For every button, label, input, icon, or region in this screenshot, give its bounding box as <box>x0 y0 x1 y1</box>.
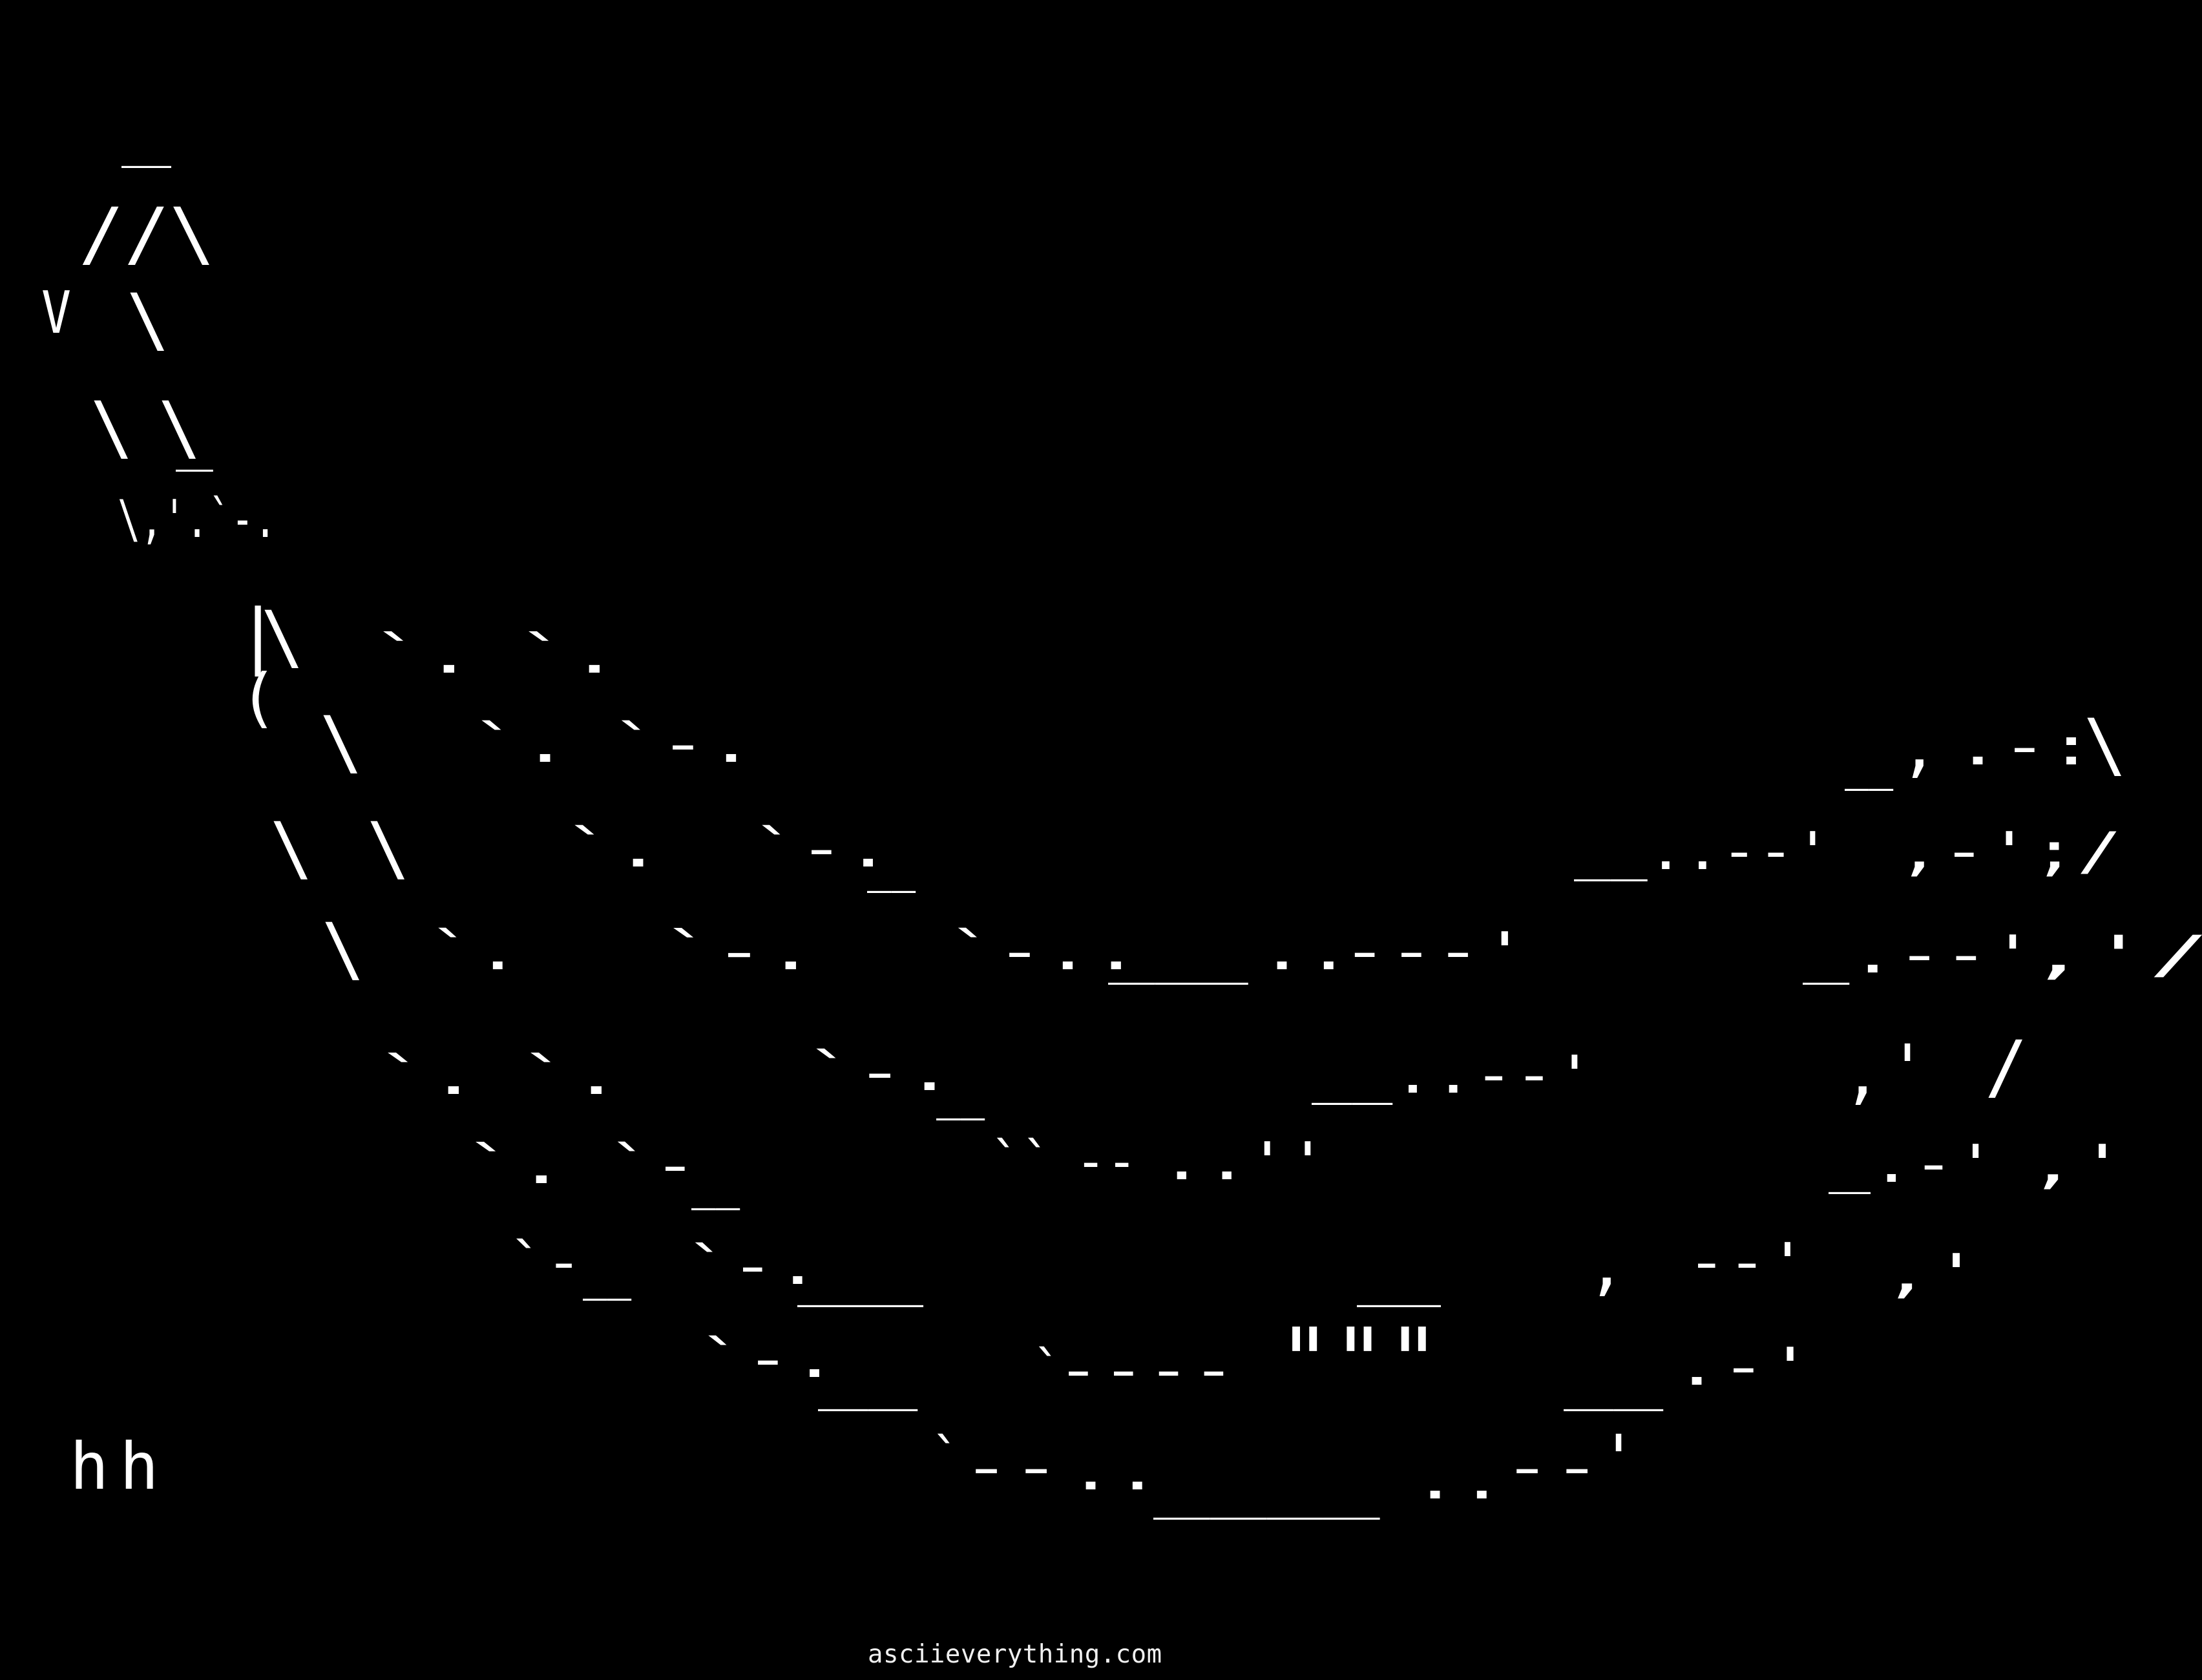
art-glyph-cluster: \ <box>320 701 363 784</box>
art-glyph-cluster: __..--' <box>1574 821 1831 881</box>
art-glyph-cluster: `- <box>508 1232 583 1292</box>
art-glyph-cluster: ---' <box>1341 921 1528 982</box>
art-glyph-cluster: __ <box>691 1150 740 1210</box>
art-glyph-cluster: __ <box>818 1351 918 1411</box>
art-glyph-cluster: ' <box>1888 1031 1927 1106</box>
art-glyph-cluster: \ <box>127 278 170 361</box>
art-glyph-cluster: _.--' <box>1803 925 2037 985</box>
art-glyph-cluster: \ <box>261 596 304 678</box>
art-glyph-cluster: \ <box>322 908 365 991</box>
art-glyph-cluster: `-. <box>698 1329 838 1389</box>
art-glyph-cluster: \ <box>270 807 313 890</box>
art-glyph-cluster: __ <box>1564 1351 1664 1411</box>
art-glyph-cluster: .-' <box>1673 1337 1814 1397</box>
art-glyph-cluster: ___ <box>797 1247 924 1307</box>
art-glyph-cluster: / <box>1985 1025 2028 1108</box>
art-glyph-cluster: , <box>1900 709 1939 784</box>
art-glyph-cluster: , <box>1587 1227 1626 1303</box>
art-glyph-cluster: -- <box>1075 1131 1138 1192</box>
art-glyph-cluster: ,' <box>1882 1243 1982 1303</box>
art-glyph-cluster: `. <box>470 714 571 774</box>
art-glyph-cluster: `-. <box>685 1236 821 1296</box>
art-glyph-cluster: ( <box>239 660 278 735</box>
art-glyph-cluster: `. <box>372 625 475 685</box>
art-glyph-cluster: _ <box>176 412 213 472</box>
art-glyph-cluster: \ <box>90 386 134 469</box>
art-glyph-cluster: `. <box>519 1046 622 1106</box>
art-glyph-cluster: `. <box>563 819 664 879</box>
art-glyph-cluster: __..--' <box>1312 1045 1595 1105</box>
art-glyph-cluster: .. <box>1067 1442 1161 1502</box>
art-glyph-cluster: \ <box>2084 704 2127 786</box>
art-glyph-cluster: \ <box>367 807 410 890</box>
art-glyph-cluster: ---- <box>1056 1340 1237 1400</box>
art-glyph-cluster: `-.. <box>947 921 1140 982</box>
art-glyph-cluster: ___ <box>1108 925 1248 985</box>
art-glyph-cluster: `-. <box>751 819 892 879</box>
art-glyph-cluster: -- <box>961 1438 1062 1498</box>
art-glyph-cluster: `-. <box>662 921 817 982</box>
art-glyph-cluster: `-. <box>805 1042 955 1102</box>
art-glyph-cluster: `- <box>607 1135 698 1195</box>
art-glyph-cluster: ' <box>1599 1421 1639 1496</box>
art-glyph-cluster: \,'.`-. <box>118 489 277 549</box>
art-glyph-cluster: --' <box>1686 1232 1808 1292</box>
art-glyph-cluster: , <box>1843 1036 1882 1111</box>
art-glyph-cluster: __ <box>867 833 916 893</box>
art-glyph-cluster: __ <box>1357 1247 1442 1307</box>
art-glyph-cluster: __ <box>121 108 172 168</box>
art-glyph-cluster: ` <box>930 1427 962 1487</box>
art-glyph-cluster: | <box>236 594 280 677</box>
art-glyph-cluster: '' <box>1247 1131 1328 1192</box>
art-glyph-cluster: __ <box>583 1241 632 1301</box>
art-glyph-cluster: ____ <box>1153 1460 1380 1520</box>
art-glyph-cluster: `. <box>376 1046 479 1106</box>
artist-signature: hh <box>70 1429 170 1504</box>
art-glyph-cluster: .. <box>1412 1451 1505 1511</box>
art-glyph-cluster: ,' <box>2028 1134 2128 1194</box>
art-glyph-cluster: `-. <box>611 714 755 774</box>
art-glyph-cluster: __ <box>936 1060 985 1120</box>
art-glyph-cluster: ,'/ <box>2028 925 2202 985</box>
art-glyph-cluster: `. <box>428 921 521 982</box>
art-glyph-cluster: ` <box>1032 1340 1064 1400</box>
site-url: asciieverything.com <box>868 1640 1162 1669</box>
art-glyph-cluster: V <box>41 279 72 347</box>
art-glyph-cluster: ,-';/ <box>1896 821 2123 881</box>
art-glyph-cluster: _.-' <box>1829 1134 1997 1194</box>
art-glyph-cluster: `. <box>464 1135 567 1195</box>
art-glyph-cluster: //\ <box>79 193 215 275</box>
art-glyph-cluster: .. <box>1259 921 1352 982</box>
art-glyph-cluster: .. <box>1159 1131 1250 1192</box>
art-glyph-cluster: \ <box>158 386 202 469</box>
art-glyph-cluster: """ <box>1277 1309 1441 1414</box>
art-glyph-cluster: .-: <box>1955 717 2095 777</box>
art-glyph-cluster: -- <box>1502 1438 1602 1498</box>
art-glyph-cluster: __ <box>1845 731 1894 791</box>
art-glyph-cluster: `` <box>990 1131 1053 1192</box>
art-glyph-cluster: `. <box>517 625 620 685</box>
